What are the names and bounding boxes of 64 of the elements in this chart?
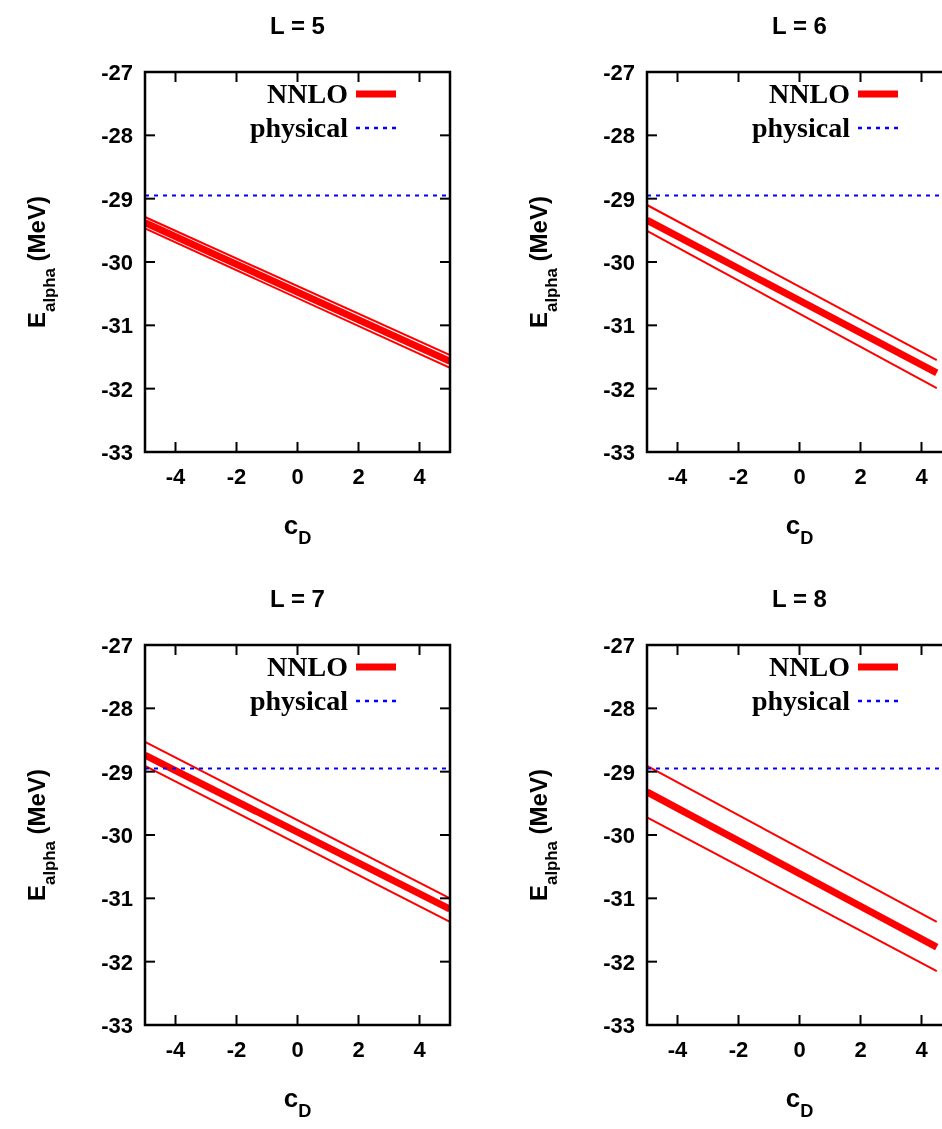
y-tick-label: -29 <box>603 759 635 785</box>
y-tick-label: -33 <box>101 440 133 465</box>
y-tick-label: -30 <box>603 823 635 848</box>
y-tick-label: -30 <box>603 250 635 275</box>
y-tick-label: -28 <box>101 123 133 149</box>
y-tick-label: -32 <box>101 376 133 402</box>
x-axis-title: c$_{D}$ <box>785 510 814 548</box>
legend-label: physical <box>751 112 851 143</box>
x-tick-label: -4 <box>165 1037 187 1062</box>
y-tick-label: -30 <box>101 823 133 848</box>
legend-label: NNLO <box>267 651 348 682</box>
x-tick-label: 4 <box>915 464 929 489</box>
chart-title: L = 6 <box>772 12 827 39</box>
x-tick-label: -4 <box>667 1037 689 1062</box>
x-tick-label: 0 <box>793 1037 806 1062</box>
y-tick-label: -27 <box>101 633 133 658</box>
x-axis-title: c$_{D}$ <box>283 510 312 548</box>
legend-label: NNLO <box>769 78 850 109</box>
legend-label: NNLO <box>267 78 348 109</box>
x-tick-label: 2 <box>854 464 867 489</box>
x-tick-label: -2 <box>226 464 247 489</box>
y-tick-label: -31 <box>603 313 635 339</box>
x-tick-label: 2 <box>854 1037 867 1062</box>
x-tick-label: 2 <box>352 464 365 489</box>
y-tick-label: -27 <box>603 633 635 658</box>
x-tick-label: -2 <box>728 464 749 489</box>
x-tick-label: 0 <box>793 464 806 489</box>
x-tick-label: 4 <box>413 464 427 489</box>
y-tick-label: -31 <box>101 313 133 339</box>
y-tick-label: -32 <box>603 949 635 975</box>
y-tick-label: -33 <box>101 1013 133 1038</box>
y-tick-label: -32 <box>603 376 635 402</box>
y-tick-label: -29 <box>101 759 133 785</box>
x-axis-title: c$_{D}$ <box>283 1083 312 1121</box>
chart-title: L = 7 <box>270 585 325 612</box>
x-tick-label: -2 <box>226 1037 247 1062</box>
x-axis-title: c$_{D}$ <box>785 1083 814 1121</box>
x-tick-label: -2 <box>728 1037 749 1062</box>
y-tick-label: -28 <box>603 123 635 149</box>
x-tick-label: 4 <box>915 1037 929 1062</box>
y-tick-label: -29 <box>603 186 635 212</box>
chart-title: L = 8 <box>772 585 827 612</box>
chart-title: L = 5 <box>270 12 325 39</box>
y-tick-label: -27 <box>101 60 133 85</box>
legend-label: physical <box>249 112 349 143</box>
y-tick-label: -28 <box>101 696 133 722</box>
x-tick-label: 0 <box>291 1037 304 1062</box>
y-tick-label: -28 <box>603 696 635 722</box>
legend-label: physical <box>751 685 851 716</box>
x-tick-label: 0 <box>291 464 304 489</box>
y-tick-label: -33 <box>603 1013 635 1038</box>
y-tick-label: -27 <box>603 60 635 85</box>
x-tick-label: 4 <box>413 1037 427 1062</box>
y-tick-label: -29 <box>101 186 133 212</box>
y-tick-label: -31 <box>603 886 635 912</box>
y-tick-label: -31 <box>101 886 133 912</box>
y-tick-label: -32 <box>101 949 133 975</box>
x-tick-label: -4 <box>165 464 187 489</box>
legend-label: physical <box>249 685 349 716</box>
x-tick-label: 2 <box>352 1037 365 1062</box>
y-tick-label: -30 <box>101 250 133 275</box>
y-tick-label: -33 <box>603 440 635 465</box>
legend-label: NNLO <box>769 651 850 682</box>
x-tick-label: -4 <box>667 464 689 489</box>
